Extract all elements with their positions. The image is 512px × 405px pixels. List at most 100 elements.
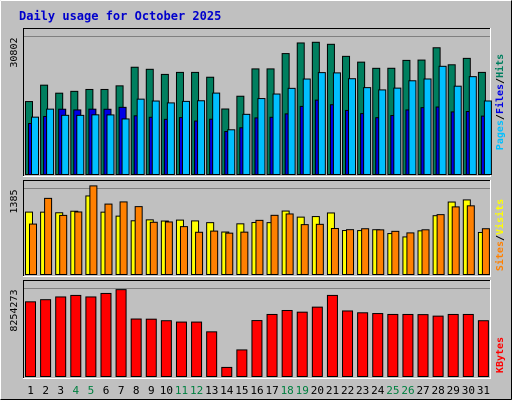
kbytes-bar <box>462 313 474 377</box>
pages-bar <box>76 114 85 175</box>
kbytes-bar <box>281 309 293 378</box>
kbytes-bar <box>326 294 338 377</box>
kbytes-bar <box>25 301 36 378</box>
sites-bar <box>44 197 53 275</box>
legend-kbytes: KBytes <box>495 337 506 373</box>
sites-bar <box>300 224 309 275</box>
legend-sites: Sites <box>494 241 506 271</box>
sites-bar <box>89 185 98 275</box>
usage-legend: Pages/Files/Hits <box>494 54 506 150</box>
legend-pages: Pages <box>495 120 506 150</box>
usage-legend-text: Pages/Files/Hits <box>494 54 506 150</box>
kbytes-bar <box>191 321 203 378</box>
day-label: 27 <box>416 384 429 397</box>
day-label: 20 <box>311 384 324 397</box>
pages-bar <box>438 65 447 175</box>
pages-bar <box>46 108 55 175</box>
sites-bar <box>436 214 445 275</box>
day-label: 14 <box>220 384 234 397</box>
pages-bar <box>408 80 417 175</box>
pages-bar <box>287 87 296 175</box>
kbytes-bar <box>251 320 263 377</box>
pages-bar <box>423 78 432 175</box>
sites-bar <box>361 228 370 275</box>
visits-legend: Sites/Visits <box>494 199 506 271</box>
day-label: 3 <box>57 384 64 397</box>
day-label: 6 <box>103 384 110 397</box>
kbytes-bar <box>206 331 218 377</box>
chart-title: Daily usage for October 2025 <box>19 9 221 23</box>
kbytes-bar <box>160 320 172 378</box>
kbytes-bar <box>236 349 248 377</box>
sites-bar <box>285 213 294 275</box>
pages-bar <box>106 114 115 176</box>
day-label: 8 <box>133 384 140 397</box>
kbytes-bar <box>145 318 157 378</box>
sites-bar <box>255 219 264 276</box>
sites-bar <box>270 214 279 276</box>
legend-sep2: / <box>495 78 506 84</box>
pages-bar <box>453 85 462 175</box>
day-label: 25 <box>386 384 399 397</box>
kbytes-bar <box>296 311 308 377</box>
kbytes-max-label: 8254273 <box>9 290 20 332</box>
sites-bar <box>104 203 113 275</box>
kbytes-bar <box>402 313 414 377</box>
kbytes-bar <box>266 313 278 377</box>
day-label: 4 <box>73 384 80 397</box>
sites-bar <box>74 211 83 275</box>
day-label: 10 <box>160 384 173 397</box>
kbytes-bar <box>130 318 142 377</box>
day-label: 30 <box>462 384 475 397</box>
chart-panels: 30802Pages/Files/Hits1385Sites/Visits825… <box>9 28 506 379</box>
day-label: 13 <box>205 384 218 397</box>
pages-bar <box>317 72 326 175</box>
day-label: 23 <box>356 384 369 397</box>
kbytes-bar <box>175 321 187 378</box>
day-label: 31 <box>477 384 490 397</box>
day-label: 18 <box>281 384 294 397</box>
day-label: 22 <box>341 384 354 397</box>
kbytes-bar <box>417 314 429 378</box>
pages-bar <box>393 87 402 175</box>
day-label: 9 <box>148 384 155 397</box>
day-label: 5 <box>88 384 95 397</box>
kbytes-bar <box>447 313 459 377</box>
pages-bar <box>468 76 477 175</box>
kbytes-bar <box>342 310 354 378</box>
sites-bar <box>376 229 385 275</box>
kbytes-bar <box>100 292 112 377</box>
sites-bar <box>59 214 68 275</box>
sites-bar <box>29 223 37 276</box>
kbytes-bar <box>311 306 323 377</box>
sites-bar <box>391 230 400 276</box>
sites-bar <box>330 227 339 275</box>
pages-bar <box>348 78 357 175</box>
sites-bar <box>315 223 324 275</box>
kbytes-bar <box>357 312 369 378</box>
visits-max-label: 1385 <box>9 190 20 214</box>
usage-bars <box>25 41 492 176</box>
pages-bar <box>272 93 281 175</box>
kbytes-bar <box>372 313 384 377</box>
pages-bar <box>181 100 190 175</box>
kbytes-bars <box>25 289 489 378</box>
sites-bar <box>225 232 234 276</box>
sites-bar <box>195 231 204 275</box>
pages-bar <box>227 129 236 176</box>
legend-sep1: / <box>495 235 506 241</box>
kbytes-bar <box>477 320 489 378</box>
legend-files: Files <box>494 84 506 114</box>
sites-bar <box>451 206 460 275</box>
sites-bar <box>179 226 188 275</box>
sites-bar <box>149 221 158 276</box>
pages-bar <box>31 116 39 175</box>
visits-legend-text: Sites/Visits <box>494 199 506 271</box>
kbytes-bar <box>221 366 233 378</box>
pages-bar <box>302 78 311 175</box>
kbytes-bar <box>70 294 82 377</box>
day-label: 19 <box>296 384 309 397</box>
pages-bar <box>332 72 341 175</box>
day-label: 12 <box>190 384 203 397</box>
